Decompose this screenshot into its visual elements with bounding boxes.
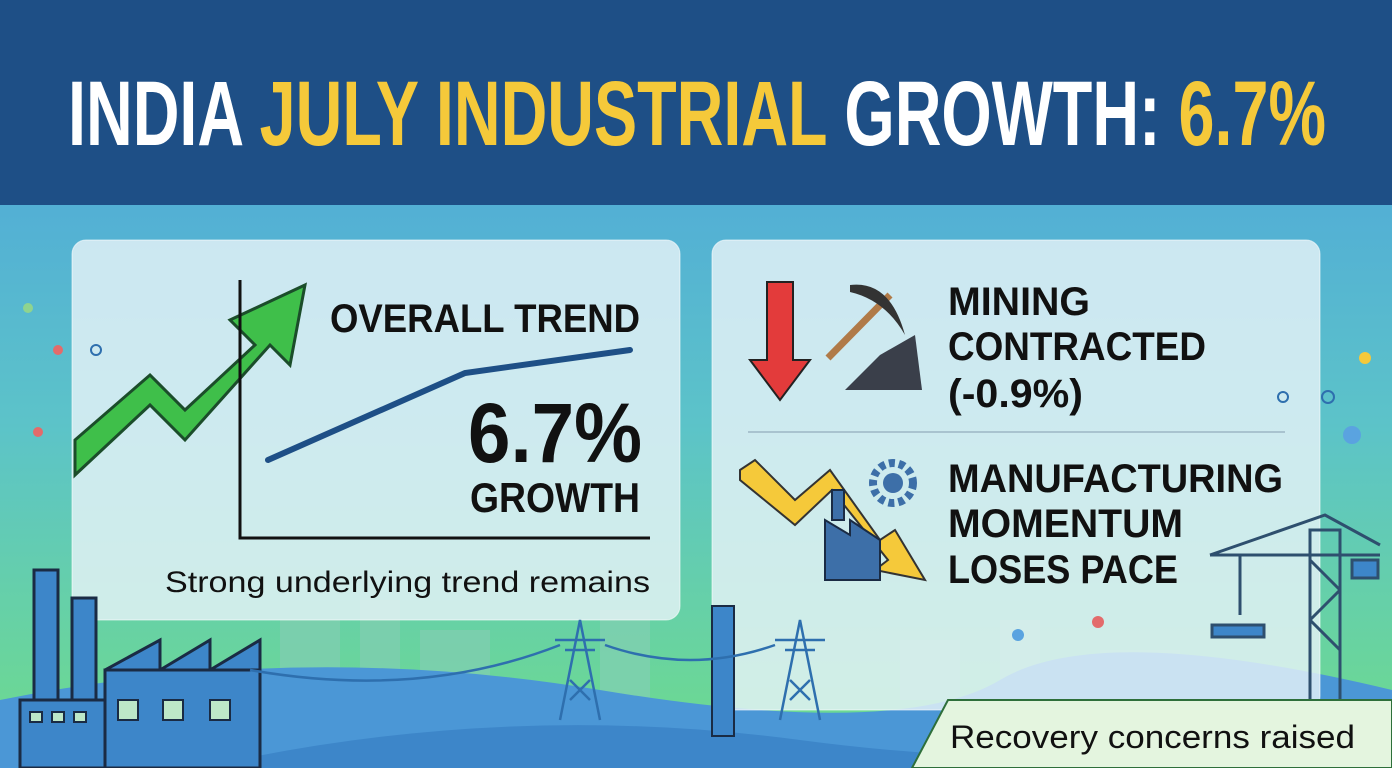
decline-arrow (739, 458, 928, 582)
title-part: INDIA (68, 63, 260, 165)
crane (1209, 513, 1381, 700)
title: INDIA JULY INDUSTRIAL GROWTH: 6.7% (68, 63, 1326, 165)
mining-line: MINING (948, 280, 1090, 324)
growth-arrow (73, 282, 308, 479)
chimney (711, 605, 735, 737)
hill (200, 725, 1392, 768)
title-part: GROWTH: (826, 63, 1178, 165)
caption: Strong underlying trend remains (165, 566, 650, 599)
down-arrow (748, 281, 812, 402)
trend-line (265, 347, 633, 463)
factory-icon (824, 489, 881, 581)
title-part: 6.7% (1179, 63, 1326, 165)
header-bar (0, 0, 1392, 205)
pylons (249, 619, 825, 721)
pickaxe-head (850, 284, 905, 335)
mining-line: (-0.9%) (948, 372, 1083, 416)
gear (883, 473, 903, 493)
manufacturing-line: LOSES PACE (948, 548, 1178, 592)
decor-dots (23, 303, 1371, 641)
gear (869, 459, 917, 507)
figure: 6.7% (468, 386, 642, 480)
figure-label: GROWTH (470, 474, 640, 521)
title-part: JULY INDUSTRIAL (260, 63, 827, 165)
manufacturing-line: MOMENTUM (948, 502, 1183, 546)
axes (238, 280, 650, 540)
manufacturing-line: MANUFACTURING (948, 457, 1283, 501)
footer-box (910, 699, 1392, 768)
footer-text: Recovery concerns raised (950, 719, 1355, 755)
rocks (845, 335, 922, 390)
windows (29, 699, 231, 723)
heading: OVERALL TREND (330, 297, 640, 341)
panel (71, 239, 681, 621)
mining-line: CONTRACTED (948, 325, 1206, 369)
